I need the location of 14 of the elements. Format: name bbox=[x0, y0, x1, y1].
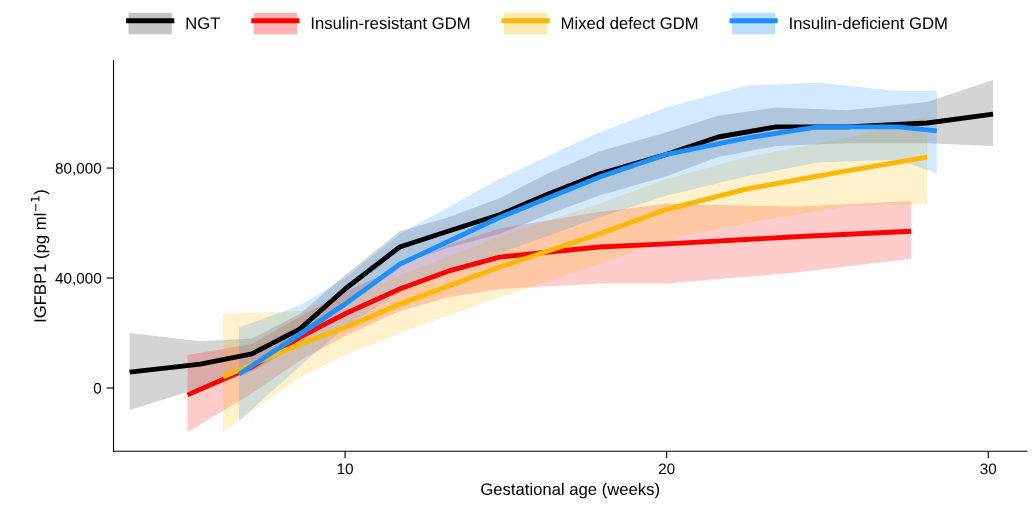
legend-label: Insulin-deficient GDM bbox=[790, 16, 947, 30]
x-tick-label: 10 bbox=[337, 463, 353, 475]
x-axis-title: Gestational age (weeks) bbox=[481, 482, 660, 499]
legend-label: Mixed defect GDM bbox=[561, 16, 698, 30]
line-series bbox=[236, 124, 940, 377]
y-axis-title: IGFBP1 (pg ml$^{−1}$) bbox=[30, 190, 50, 322]
legend-label: Insulin-resistant GDM bbox=[311, 16, 470, 30]
line-series bbox=[220, 154, 930, 380]
y-tick-label: 0 bbox=[93, 382, 102, 394]
legend-label: NGT bbox=[186, 17, 220, 30]
x-tick-label: 20 bbox=[658, 463, 675, 475]
x-tick-label: 30 bbox=[980, 463, 997, 475]
y-tick-label: 80,000 bbox=[55, 162, 102, 176]
y-tick-label: 40,000 bbox=[55, 272, 102, 286]
